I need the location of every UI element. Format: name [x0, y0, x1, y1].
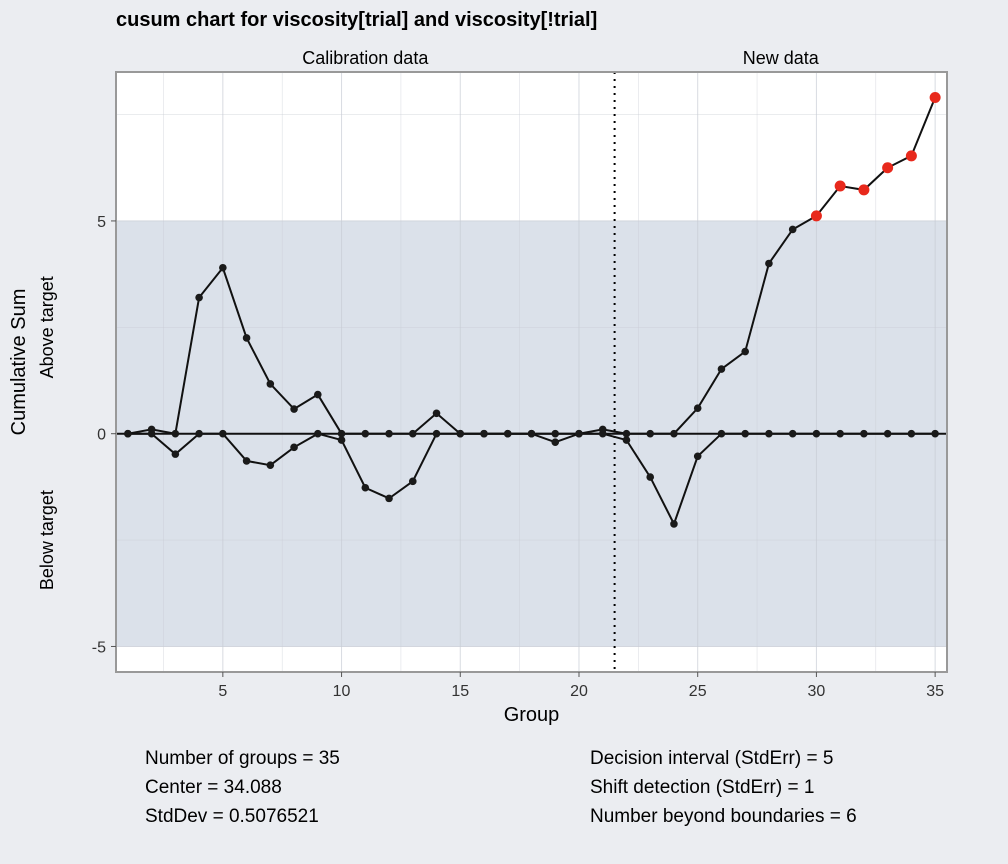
y-tick-label: -5 [92, 639, 106, 656]
data-point [836, 429, 844, 438]
data-point [931, 429, 939, 438]
data-point [171, 429, 180, 438]
data-point [361, 483, 370, 492]
data-point [124, 429, 132, 438]
data-point [314, 390, 322, 399]
data-point [385, 494, 393, 503]
data-point [765, 259, 773, 268]
data-point [765, 429, 773, 438]
x-axis-title: Group [504, 704, 560, 726]
point-beyond-boundary [834, 180, 846, 192]
data-point [480, 429, 488, 438]
chart-title: cusum chart for viscosity[trial] and vis… [116, 9, 597, 31]
data-point [147, 429, 156, 438]
data-point [860, 429, 868, 438]
data-point [741, 429, 749, 438]
data-point [337, 436, 346, 444]
section-label-new: New data [743, 48, 820, 68]
data-point [266, 380, 275, 388]
y-tick-label: 5 [97, 214, 106, 231]
point-beyond-boundary [810, 210, 822, 222]
data-point [646, 429, 655, 438]
x-tick-label: 30 [808, 683, 826, 700]
data-point [622, 436, 631, 444]
data-point [717, 429, 726, 438]
plot-area: Calibration data New data 5 10 15 20 25 30 35 -5 0… [8, 48, 948, 726]
data-point [503, 429, 512, 438]
stat-decision-interval: Decision interval (StdErr) = 5 [590, 748, 833, 769]
data-point [242, 457, 251, 465]
data-point [408, 477, 417, 486]
data-point [551, 429, 560, 438]
data-point [812, 429, 821, 438]
y-axis-title: Cumulative Sum [8, 289, 30, 436]
data-point [290, 443, 298, 452]
data-point [314, 429, 322, 438]
data-point [598, 429, 607, 438]
data-point [408, 429, 417, 438]
data-point [456, 429, 465, 438]
data-point [361, 429, 370, 438]
plot-border [115, 71, 948, 673]
stat-stddev: StdDev = 0.5076521 [145, 806, 319, 827]
point-beyond-boundary [882, 162, 894, 174]
data-point [907, 429, 916, 438]
stat-shift-detection: Shift detection (StdErr) = 1 [590, 777, 814, 798]
data-point [693, 452, 702, 461]
data-point [527, 429, 536, 438]
data-point [670, 429, 678, 438]
data-point [741, 347, 749, 356]
data-point [242, 334, 251, 342]
data-point [551, 438, 560, 447]
data-point [432, 429, 441, 438]
data-point [290, 405, 298, 413]
data-point [171, 450, 180, 458]
data-point [575, 429, 583, 438]
stat-number-beyond: Number beyond boundaries = 6 [590, 806, 857, 827]
data-point [219, 429, 227, 438]
x-tick-label: 25 [689, 683, 707, 700]
data-point [385, 429, 393, 438]
below-target-label: Below target [37, 490, 57, 590]
data-point [266, 461, 275, 469]
data-point [195, 293, 203, 302]
data-point [883, 429, 892, 438]
x-tick-label: 15 [451, 683, 469, 700]
data-point [432, 409, 441, 418]
data-point [646, 473, 655, 481]
data-point [622, 429, 631, 438]
point-beyond-boundary [905, 150, 917, 162]
stat-center: Center = 34.088 [145, 777, 282, 798]
point-beyond-boundary [929, 92, 941, 104]
data-point [219, 263, 227, 272]
point-beyond-boundary [858, 184, 870, 196]
stat-number-of-groups: Number of groups = 35 [145, 748, 340, 769]
above-target-label: Above target [37, 276, 57, 378]
data-point [670, 520, 678, 528]
x-tick-label: 5 [218, 683, 227, 700]
section-label-calibration: Calibration data [302, 48, 429, 68]
data-point [337, 429, 346, 438]
x-tick-label: 35 [926, 683, 944, 700]
y-tick-label: 0 [97, 427, 106, 444]
data-point [788, 429, 797, 438]
data-point [717, 365, 726, 373]
data-point [195, 429, 203, 438]
x-tick-label: 20 [570, 683, 588, 700]
x-tick-label: 10 [333, 683, 351, 700]
data-point [788, 225, 797, 234]
data-point [693, 404, 702, 412]
